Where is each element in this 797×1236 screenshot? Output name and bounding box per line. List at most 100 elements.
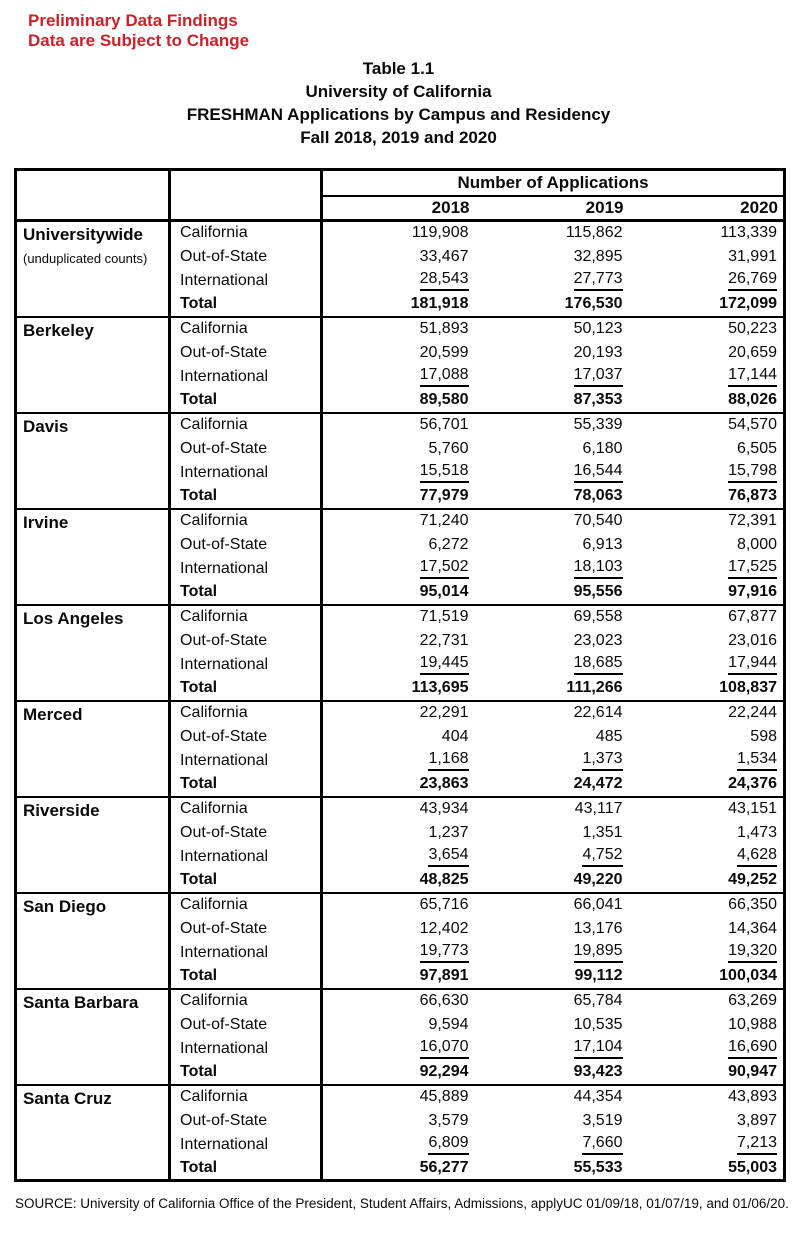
value-cell: 27,773	[475, 269, 629, 293]
value-cell: 66,041	[474, 891, 629, 917]
value: 17,088	[419, 366, 469, 387]
value: 9,594	[428, 1015, 469, 1033]
value: 93,423	[573, 1063, 623, 1080]
value: 78,063	[573, 487, 623, 504]
value-cell: 16,070	[322, 1037, 475, 1061]
residency-label: International	[169, 844, 323, 869]
value-cell: 22,244	[628, 699, 785, 725]
campus-name: Universitywide	[23, 225, 143, 244]
value: 71,519	[419, 608, 469, 625]
value: 17,144	[728, 366, 777, 387]
residency-label: Out-of-State	[169, 340, 323, 365]
notice-line-2: Data are Subject to Change	[28, 31, 250, 50]
residency-label: California	[169, 795, 323, 821]
value: 22,731	[419, 631, 469, 649]
table-row: Total 23,863 24,472 24,376	[16, 772, 785, 797]
residency-label: Out-of-State	[169, 532, 323, 557]
value-cell: 49,252	[629, 869, 785, 893]
value-cell: 93,423	[475, 1061, 629, 1085]
residency-label: International	[169, 364, 323, 389]
value: 12,402	[419, 919, 469, 937]
table-row: International 17,088 17,037 17,144	[16, 364, 785, 389]
campus-note: (unduplicated counts)	[23, 251, 148, 266]
value: 65,716	[419, 896, 469, 913]
value: 50,223	[728, 320, 777, 337]
campus-name: Santa Cruz	[23, 1088, 112, 1108]
value-cell: 17,525	[629, 557, 785, 581]
value: 3,654	[428, 846, 469, 867]
value-cell: 6,809	[322, 1133, 475, 1157]
residency-label: International	[169, 1036, 323, 1061]
value: 88,026	[728, 391, 777, 408]
value: 92,294	[419, 1063, 469, 1080]
value-cell: 23,016	[629, 629, 785, 653]
value-cell: 95,556	[475, 581, 629, 605]
value: 33,467	[419, 247, 469, 265]
value-cell: 78,063	[475, 485, 629, 509]
value-cell: 8,000	[629, 533, 785, 557]
table-row: International 28,543 27,773 26,769	[16, 268, 785, 293]
source-note: SOURCE: University of California Office …	[15, 1196, 789, 1211]
value-cell: 89,580	[322, 389, 475, 413]
campus-name: Irvine	[23, 512, 69, 532]
table-row: Irvine California 71,240 70,540 72,391	[15, 507, 785, 605]
value-cell: 7,213	[629, 1133, 785, 1157]
table-row: Los Angeles California 71,519 69,558 67,877	[15, 603, 785, 701]
value-cell: 16,690	[629, 1037, 785, 1061]
value: 43,151	[728, 800, 777, 817]
value-cell: 28,543	[322, 269, 475, 293]
value: 65,784	[573, 992, 623, 1009]
value-cell: 6,180	[475, 437, 629, 461]
value: 55,003	[728, 1158, 777, 1176]
value-cell: 97,916	[629, 581, 785, 605]
number-of-applications-header: Number of Applications	[321, 169, 785, 197]
value: 111,266	[566, 679, 623, 696]
value-cell: 32,895	[475, 245, 629, 269]
table-row: Total 97,891 99,112 100,034	[16, 964, 785, 989]
table-row: Out-of-State 33,467 32,895 31,991	[16, 244, 785, 269]
value-cell: 65,784	[474, 987, 629, 1013]
value: 56,701	[419, 416, 469, 433]
table-row: Universitywide (unduplicated counts) Calif…	[15, 219, 785, 317]
value: 22,291	[419, 704, 469, 721]
value: 1,534	[736, 750, 777, 771]
value-cell: 33,467	[322, 245, 475, 269]
value-cell: 12,402	[322, 917, 475, 941]
value-cell: 3,897	[629, 1109, 785, 1133]
value: 1,373	[582, 750, 623, 771]
table-row: Riverside California 43,934 43,117 43,151	[15, 795, 785, 893]
value: 17,104	[573, 1038, 623, 1059]
value: 55,533	[573, 1158, 623, 1176]
value-cell: 56,701	[321, 411, 475, 437]
value: 20,659	[728, 343, 777, 361]
value-cell: 17,037	[475, 365, 629, 389]
value: 87,353	[573, 391, 623, 408]
residency-label: Out-of-State	[169, 1012, 323, 1037]
value-cell: 43,934	[321, 795, 475, 821]
title-table-number: Table 1.1	[362, 59, 435, 78]
value: 66,350	[728, 896, 777, 913]
value-cell: 176,530	[475, 293, 629, 317]
title-terms: Fall 2018, 2019 and 2020	[300, 128, 497, 147]
value: 15,798	[728, 462, 777, 483]
value-cell: 1,373	[475, 749, 629, 773]
value: 16,070	[419, 1038, 469, 1059]
value-cell: 113,339	[628, 219, 785, 245]
value-cell: 3,579	[322, 1109, 475, 1133]
value-cell: 4,752	[475, 845, 629, 869]
value: 49,220	[573, 871, 623, 888]
value-cell: 24,472	[475, 773, 629, 797]
table-row: Out-of-State 9,594 10,535 10,988	[16, 1012, 785, 1037]
value: 19,895	[573, 942, 623, 963]
value: 115,862	[565, 224, 623, 242]
value: 6,913	[582, 535, 623, 553]
table-title: Table 1.1 University of California FRESH…	[0, 57, 797, 149]
value: 66,630	[419, 992, 469, 1009]
table-row: Out-of-State 6,272 6,913 8,000	[16, 532, 785, 557]
residency-label: Total	[169, 676, 323, 701]
table-row: Out-of-State 12,402 13,176 14,364	[16, 916, 785, 941]
residency-label: California	[169, 507, 323, 533]
value: 6,180	[582, 439, 623, 457]
value-cell: 69,558	[474, 603, 629, 629]
residency-label: California	[169, 987, 323, 1013]
